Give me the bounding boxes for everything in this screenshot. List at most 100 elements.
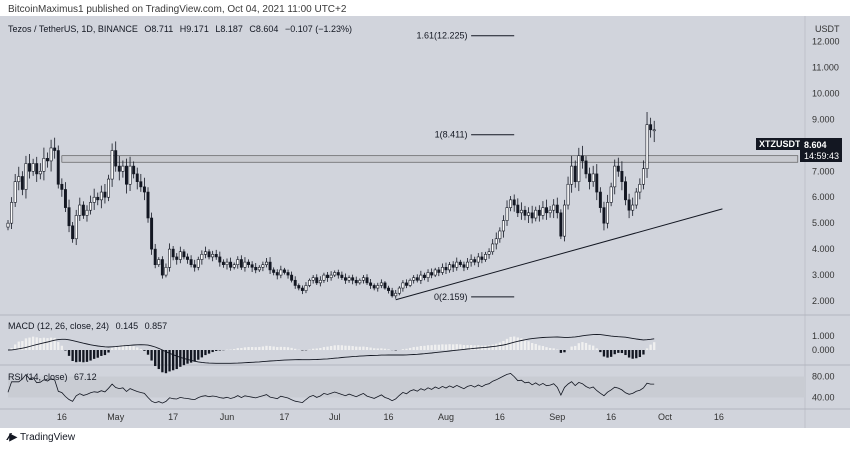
macd-histogram-bar <box>85 350 89 362</box>
grid <box>0 16 850 428</box>
candle-body <box>157 259 161 266</box>
candle <box>157 257 161 267</box>
macd-histogram-bar <box>609 350 613 357</box>
candle <box>107 174 110 202</box>
ohlc-open: 8.711 <box>151 24 173 34</box>
macd-histogram-bar <box>311 348 315 350</box>
candle <box>545 199 548 220</box>
macd-histogram-bar <box>10 347 13 350</box>
candle-body <box>480 256 484 260</box>
candle-body <box>261 264 265 268</box>
candle <box>225 258 229 270</box>
candle <box>491 239 495 255</box>
candle <box>512 194 516 212</box>
candle <box>42 147 46 181</box>
macd-signal-line <box>7 334 655 364</box>
macd-histogram-bar <box>466 345 469 350</box>
time-tick-label: 17 <box>279 412 289 422</box>
macd-histogram-bar <box>268 346 272 350</box>
candle <box>49 139 53 172</box>
candle-body <box>178 251 182 260</box>
macd-histogram-bar <box>193 350 196 362</box>
candle <box>286 269 290 279</box>
ohlc-low-label: L <box>215 24 220 34</box>
fib-level-label: 1(8.411) <box>435 130 468 140</box>
candle-body <box>103 191 107 198</box>
macd-histogram-bar <box>71 350 74 361</box>
macd-histogram-bar <box>279 346 283 350</box>
candle-body <box>282 269 286 273</box>
candle <box>121 160 125 178</box>
candle <box>613 159 617 195</box>
macd-histogram-bar <box>96 350 99 358</box>
candle <box>81 201 85 219</box>
candle <box>523 205 527 221</box>
candle <box>509 196 513 212</box>
macd-histogram-bar <box>114 346 117 350</box>
price-chart[interactable]: 1.61(12.225)1(8.411)0(2.159) 1.0000.000 … <box>0 16 850 428</box>
candle-body <box>613 165 617 188</box>
candle <box>322 272 326 283</box>
macd-histogram-bar <box>416 346 419 350</box>
macd-histogram-bar <box>57 341 60 350</box>
macd-histogram-bar <box>236 348 239 350</box>
macd-histogram-bar <box>520 338 523 350</box>
candle-body <box>6 222 10 228</box>
candle-body <box>519 209 523 214</box>
macd-histogram-bar <box>635 350 638 359</box>
macd-histogram-bar <box>452 344 455 350</box>
candle <box>103 184 107 204</box>
macd-histogram-bar <box>498 342 502 350</box>
candle <box>290 271 294 283</box>
macd-histogram-bar <box>207 350 211 354</box>
candle <box>150 212 154 255</box>
candle <box>580 145 584 169</box>
macd-histogram-bar <box>211 350 214 353</box>
macd-histogram-bar <box>344 345 347 350</box>
macd-histogram-bar <box>24 338 28 350</box>
candle <box>340 271 344 280</box>
macd-histogram-bar <box>14 344 17 350</box>
candle-body <box>595 173 599 193</box>
candle <box>60 178 64 197</box>
candle <box>78 197 82 221</box>
candle-body <box>333 272 337 276</box>
macd-histogram-bar <box>437 344 440 350</box>
macd-histogram-bar <box>419 346 423 350</box>
candle <box>272 267 276 276</box>
candle-body <box>598 191 602 208</box>
macd-histogram-bar <box>462 345 466 350</box>
macd-histogram-bar <box>136 347 139 350</box>
macd-histogram-bar <box>100 350 103 356</box>
price-tick-label: 10.000 <box>812 88 840 98</box>
price-tick-label: 11.000 <box>812 63 839 73</box>
time-tick-label: 16 <box>384 412 394 422</box>
candle <box>344 273 347 284</box>
candle <box>329 271 333 281</box>
candle-body <box>430 272 434 276</box>
candle <box>67 199 71 233</box>
macd-histogram-bar <box>588 344 591 350</box>
candle <box>315 274 319 285</box>
macd-histogram-bar <box>121 344 125 350</box>
candle <box>132 161 136 179</box>
candle-body <box>24 163 28 190</box>
macd-label: MACD (12, 26, close, 24) <box>8 321 109 331</box>
currency-label: USDT <box>815 24 840 34</box>
candle <box>401 280 405 292</box>
candle-body <box>99 191 103 201</box>
candle-body <box>620 170 624 182</box>
macd-histogram-bar <box>444 344 448 350</box>
candle-body <box>383 282 387 289</box>
time-tick-label: 16 <box>57 412 67 422</box>
candle <box>35 156 39 182</box>
candle <box>620 161 624 191</box>
macd-histogram-bar <box>401 349 405 350</box>
candle-body <box>225 261 229 266</box>
macd-histogram-bar <box>459 344 462 350</box>
candle-body <box>60 183 64 190</box>
candle-body <box>570 165 574 185</box>
rsi-legend: RSI (14, close) 67.12 <box>8 372 97 382</box>
macd-histogram-bar <box>125 346 128 350</box>
candle <box>552 199 556 219</box>
